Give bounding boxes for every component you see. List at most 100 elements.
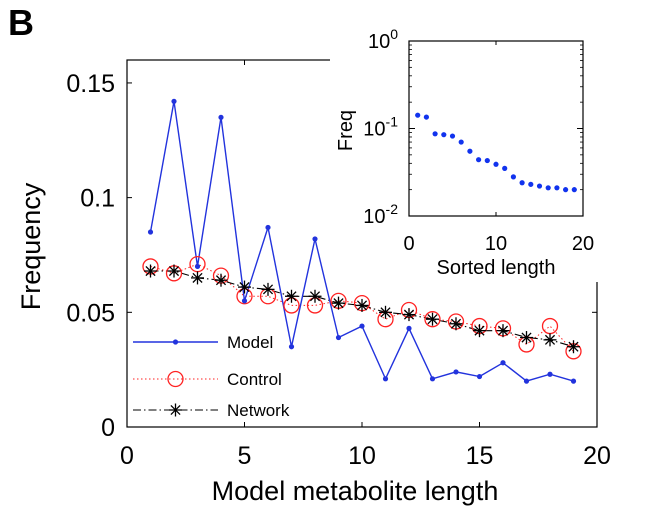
inset-x-tick-label: 20 [572, 233, 594, 255]
inset-y-tick-base: 10 [363, 119, 385, 141]
network-point-stroke [568, 341, 579, 352]
network-point-stroke [497, 325, 509, 336]
network-point [167, 264, 181, 278]
network-point [402, 308, 416, 322]
y-tick-label: 0 [101, 414, 115, 442]
inset-point [545, 185, 551, 191]
network-point [426, 312, 439, 326]
inset-y-tick-base: 10 [368, 31, 390, 53]
legend-model-marker [172, 339, 179, 345]
legend-control-marker [167, 370, 184, 388]
inset-y-tick-label: 100 [368, 26, 398, 53]
inset-y-tick-exponent: -1 [386, 114, 399, 130]
network-point-stroke [403, 309, 415, 320]
network-point [355, 298, 369, 312]
inset-point [458, 139, 464, 145]
inset-y-tick-label: 10-1 [363, 114, 398, 141]
network-point-stroke [474, 325, 485, 336]
inset-x-tick-label: 10 [485, 233, 507, 255]
x-axis-label: Model metabolite length [212, 476, 499, 506]
inset-point [423, 114, 429, 120]
network-point [214, 273, 228, 287]
network-point [567, 340, 580, 354]
model-point [382, 376, 389, 382]
legend-network-label: Network [227, 401, 290, 420]
network-point [285, 289, 298, 303]
model-point [547, 371, 553, 377]
x-tick-label: 10 [348, 442, 376, 470]
network-point-stroke [286, 291, 297, 302]
network-point-stroke [145, 265, 156, 277]
network-point-stroke [192, 272, 203, 283]
legend-control-label: Control [227, 370, 282, 389]
inset-point [432, 131, 438, 137]
network-point [332, 296, 345, 310]
inset-point [441, 132, 447, 138]
y-tick-label: 0.15 [66, 70, 115, 98]
model-point [453, 369, 459, 375]
network-point-stroke [450, 318, 462, 329]
inset-point [563, 187, 569, 193]
y-tick-label: 0.1 [80, 185, 115, 213]
model-point [288, 344, 295, 350]
network-point-stroke [168, 265, 180, 277]
x-tick-label: 0 [120, 442, 134, 470]
inset-point [519, 180, 525, 186]
network-point-stroke [380, 307, 391, 318]
inset-point [484, 157, 490, 164]
model-point [406, 325, 412, 331]
inset-point [476, 157, 482, 163]
network-point [449, 317, 463, 331]
model-point [359, 323, 365, 329]
y-tick-label: 0.05 [66, 299, 115, 327]
model-point [194, 263, 201, 270]
network-point-stroke [521, 332, 532, 343]
inset-x-tick-label: 0 [403, 233, 414, 255]
network-point-stroke [356, 300, 368, 311]
network-point-stroke [309, 291, 321, 302]
network-point [543, 333, 557, 347]
model-point [523, 378, 530, 384]
inset-point [502, 165, 508, 171]
network-point-stroke [333, 298, 344, 309]
inset-y-axis-label: Freq [335, 110, 357, 151]
inset-point [467, 148, 473, 154]
inset-point [528, 181, 534, 187]
model-point [241, 298, 248, 304]
network-point-stroke [427, 314, 438, 325]
model-point [265, 224, 271, 231]
network-point [261, 282, 275, 296]
model-point [500, 360, 506, 366]
model-point [312, 236, 318, 242]
legend-model-label: Model [227, 333, 273, 352]
legend-network-marker-stroke [170, 404, 181, 416]
inset-y-tick-label: 10-2 [363, 201, 398, 228]
inset-point [554, 185, 560, 191]
network-point [144, 264, 157, 278]
control-point [424, 311, 441, 328]
network-point [191, 271, 204, 285]
network-point [308, 289, 322, 303]
model-point [429, 376, 436, 382]
model-point [476, 373, 483, 380]
x-tick-label: 20 [583, 442, 611, 470]
network-point-stroke [239, 282, 250, 293]
x-tick-label: 15 [466, 442, 494, 470]
network-point-stroke [262, 284, 274, 295]
inset-point [510, 174, 516, 180]
inset-x-axis-label: Sorted length [437, 257, 556, 279]
network-point [238, 280, 251, 294]
model-point [335, 334, 342, 341]
model-point [218, 114, 224, 120]
inset-point [449, 133, 456, 139]
inset-point [536, 183, 543, 189]
model-point [171, 98, 177, 104]
legend-network-marker [169, 403, 182, 417]
network-point-stroke [544, 334, 556, 345]
model-point [147, 229, 154, 235]
network-point-stroke [215, 275, 227, 286]
network-point [473, 324, 486, 338]
network-point [520, 331, 533, 345]
y-axis-label: Frequency [16, 182, 46, 310]
